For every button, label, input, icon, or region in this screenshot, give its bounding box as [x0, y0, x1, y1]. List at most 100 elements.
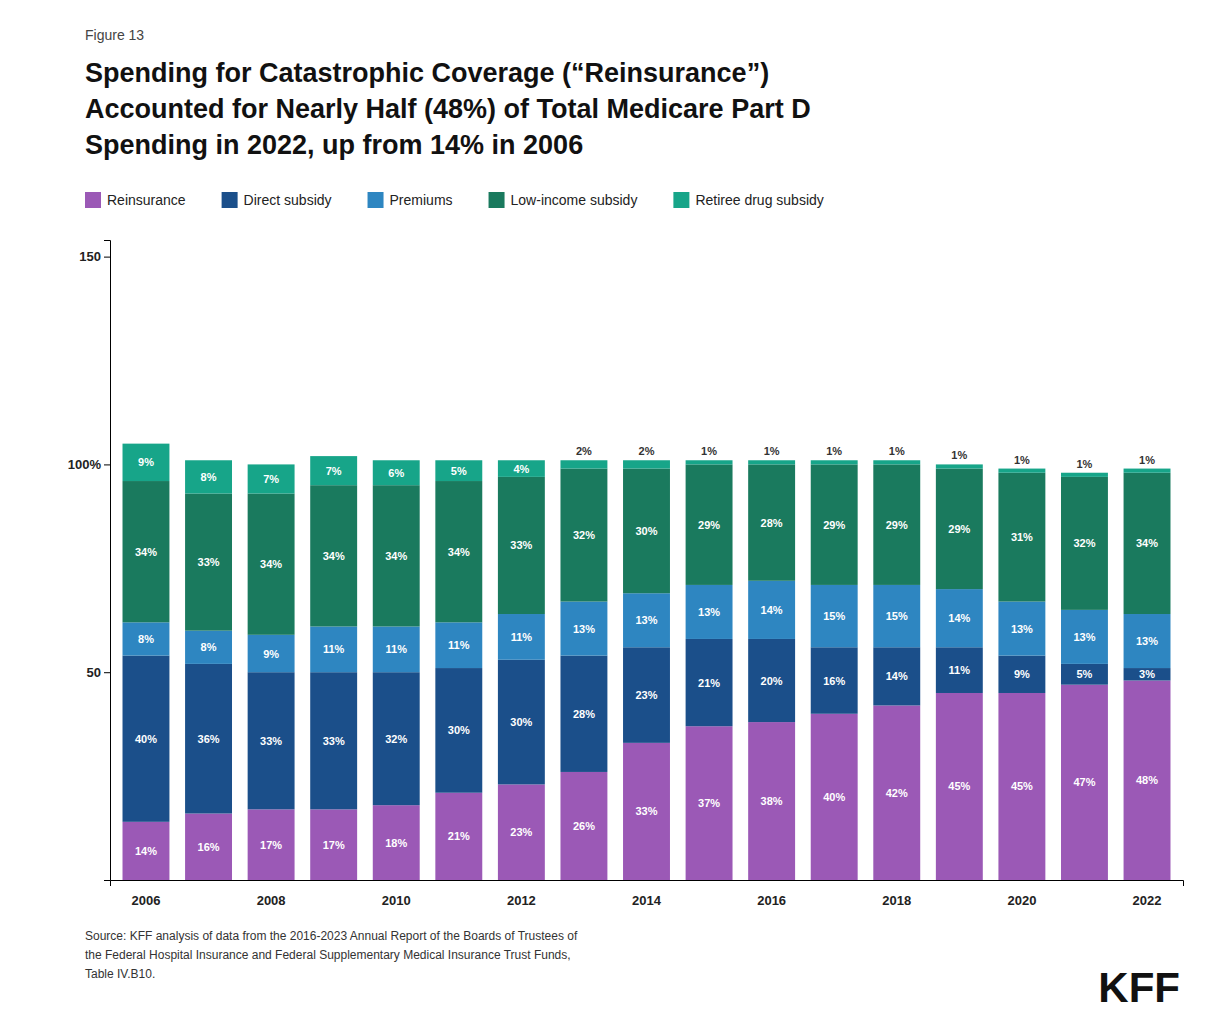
data-label: 34% [135, 546, 157, 558]
bar [1124, 681, 1171, 880]
series-bars [123, 464, 1171, 634]
bar [873, 705, 920, 880]
legend-label: Direct subsidy [244, 192, 332, 208]
bar [123, 622, 170, 655]
data-label: 6% [388, 467, 404, 479]
bar [185, 814, 232, 880]
data-label: 34% [260, 558, 282, 570]
bar [748, 581, 795, 639]
bar [310, 672, 357, 809]
data-label: 23% [510, 826, 532, 838]
bar [623, 460, 670, 468]
bar [185, 631, 232, 664]
data-label: 14% [761, 604, 783, 616]
data-label: 45% [1011, 780, 1033, 792]
data-labels: 14%16%17%17%18%21%23%26%33%37%38%40%42%4… [135, 445, 1158, 857]
bar [748, 464, 795, 580]
bar [185, 460, 232, 493]
data-label: 1% [889, 445, 905, 457]
bar [686, 460, 733, 464]
data-label: 7% [326, 465, 342, 477]
data-label: 3% [1139, 668, 1155, 680]
bar [936, 693, 983, 880]
data-label: 16% [198, 841, 220, 853]
data-label: 13% [1073, 631, 1095, 643]
x-tick-label: 2022 [1133, 893, 1162, 908]
legend-swatch [85, 192, 101, 208]
data-label: 28% [573, 708, 595, 720]
y-axis: 50 100% 150 [68, 241, 111, 881]
y-tick-mark [104, 257, 110, 258]
title-line: Spending for Catastrophic Coverage (“Rei… [85, 58, 769, 88]
y-tick-label: 100% [68, 457, 102, 472]
y-tick: 150 [79, 249, 110, 264]
x-tick-label: 2008 [257, 893, 286, 908]
bar [998, 602, 1045, 656]
data-label: 1% [1014, 454, 1030, 466]
data-label: 9% [263, 648, 279, 660]
legend-swatch [222, 192, 238, 208]
bar [811, 464, 858, 585]
data-label: 18% [385, 837, 407, 849]
data-label: 33% [323, 735, 345, 747]
bar [435, 793, 482, 880]
data-label: 29% [823, 519, 845, 531]
bar [373, 485, 420, 626]
series-bars [123, 444, 1171, 494]
legend-swatch [489, 192, 505, 208]
bar [998, 473, 1045, 602]
chart: Figure 13Spending for Catastrophic Cover… [0, 0, 1220, 1022]
bar [623, 647, 670, 743]
bar [998, 693, 1045, 880]
y-tick-label: 50 [87, 665, 101, 680]
data-label: 8% [201, 471, 217, 483]
legend: ReinsuranceDirect subsidyPremiumsLow-inc… [85, 192, 824, 208]
bar [1061, 477, 1108, 610]
data-label: 13% [1136, 635, 1158, 647]
bar [936, 589, 983, 647]
data-label: 8% [201, 641, 217, 653]
bar [623, 743, 670, 880]
bar [1124, 469, 1171, 473]
data-label: 11% [511, 631, 533, 643]
y-tick-mark [104, 672, 110, 673]
data-label: 1% [1077, 458, 1093, 470]
x-tick: 2008 [257, 893, 286, 908]
data-label: 2% [576, 445, 592, 457]
bar [686, 726, 733, 880]
bar [1061, 473, 1108, 477]
data-label: 28% [761, 517, 783, 529]
x-tick: 2020 [1007, 893, 1036, 908]
bar [310, 456, 357, 485]
x-tick: 2010 [382, 893, 411, 908]
bar [936, 469, 983, 590]
x-axis: 200620082010201220142016201820202022 [111, 881, 1184, 908]
data-label: 30% [510, 716, 532, 728]
bar [623, 593, 670, 647]
bar [435, 460, 482, 481]
x-tick-label: 2012 [507, 893, 536, 908]
bar [498, 614, 545, 660]
bar [248, 635, 295, 672]
bar [1124, 668, 1171, 680]
title-line: Spending in 2022, up from 14% in 2006 [85, 130, 583, 160]
bar [748, 639, 795, 722]
bar [560, 772, 607, 880]
bar [435, 668, 482, 793]
bar [1061, 685, 1108, 880]
x-tick: 2022 [1133, 893, 1162, 908]
data-label: 45% [948, 780, 970, 792]
data-label: 1% [701, 445, 717, 457]
data-label: 1% [951, 449, 967, 461]
legend-item: Premiums [368, 192, 453, 208]
x-tick: 2014 [632, 893, 662, 908]
x-tick: 2016 [757, 893, 786, 908]
data-label: 7% [263, 473, 279, 485]
data-label: 13% [635, 614, 657, 626]
data-label: 29% [886, 519, 908, 531]
bar [560, 656, 607, 772]
data-label: 13% [698, 606, 720, 618]
data-label: 9% [138, 456, 154, 468]
data-label: 36% [198, 733, 220, 745]
x-tick-label: 2016 [757, 893, 786, 908]
